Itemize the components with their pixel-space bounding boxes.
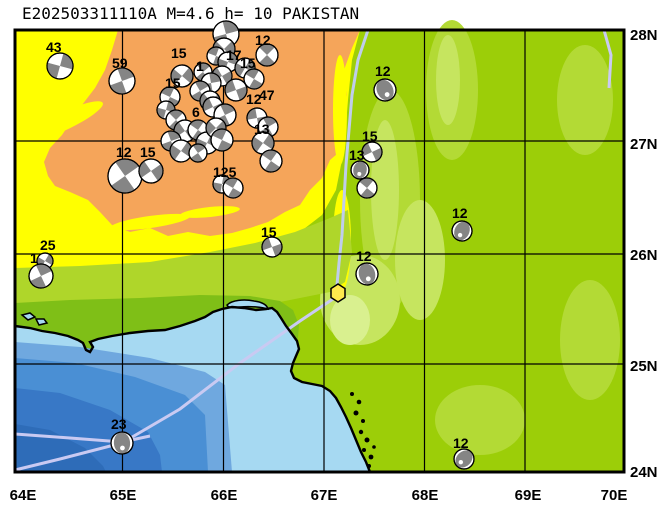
focal-mechanism-icon [255, 43, 279, 67]
longitude-tick-label: 67E [311, 487, 338, 504]
depth-label: 15 [165, 75, 181, 91]
focal-mechanism-icon [108, 67, 136, 95]
coastline [14, 305, 372, 473]
depth-label: 6 [192, 104, 200, 120]
focal-mechanism-icon [28, 263, 54, 289]
depth-label: 12 [116, 144, 132, 160]
focal-mechanism-icon [169, 139, 193, 163]
latitude-tick-label: 27N [630, 136, 658, 153]
longitude-tick-label: 68E [412, 487, 439, 504]
depth-label: 47 [259, 87, 275, 103]
longitude-tick-label: 70E [601, 487, 628, 504]
island [20, 312, 37, 321]
delta-islets [350, 392, 376, 468]
river-line [335, 29, 370, 293]
terrain-patch [560, 280, 620, 400]
axis-ticks-layer: 64E 65E 66E 67E 68E 69E 70E 28N 27N 26N 25N 24N [10, 27, 658, 504]
focal-mechanism-icon [373, 78, 397, 102]
depth-label: 15 [171, 45, 187, 61]
focal-mechanism-icon [451, 220, 473, 242]
latitude-tick-label: 28N [630, 27, 658, 44]
depth-label: 12 [255, 32, 271, 48]
focal-mechanism-icon [210, 128, 234, 152]
latitude-tick-label: 25N [630, 358, 658, 375]
terrain-patch [435, 385, 525, 455]
focal-mechanism-icon [224, 78, 248, 102]
focal-mechanism-icon [243, 68, 265, 90]
focal-mechanism-icon [222, 177, 244, 199]
focal-mechanism-icon [251, 131, 275, 155]
ocean-track-line [14, 432, 151, 444]
map-border [13, 28, 626, 474]
focal-mechanism-icon [259, 149, 283, 173]
longitude-tick-label: 65E [110, 487, 137, 504]
epicenter-hexagon-icon [330, 283, 346, 303]
depth-label: 12 [453, 435, 469, 451]
depth-label: 59 [112, 55, 128, 71]
focal-mechanism-icon [361, 141, 383, 163]
depth-label: 15 [261, 224, 277, 240]
longitude-tick-label: 69E [515, 487, 542, 504]
focal-mechanisms-layer [28, 20, 475, 470]
track-layer [14, 29, 613, 472]
depth-label: 15 [362, 128, 378, 144]
depth-label: 13 [349, 147, 365, 163]
focal-mechanism-icon [261, 236, 283, 258]
depth-label: 13 [254, 121, 270, 137]
focal-mechanism-icon [188, 143, 208, 163]
depth-label: 15 [240, 55, 256, 71]
focal-mechanism-icon [453, 448, 475, 470]
yellow-streak [333, 55, 347, 165]
focal-mechanism-icon [107, 158, 143, 194]
depth-label: 43 [46, 39, 62, 55]
longitude-tick-label: 64E [10, 487, 37, 504]
terrain-patch [436, 35, 460, 125]
depth-label: 12 [452, 205, 468, 221]
depth-label: 125 [213, 164, 237, 180]
yellow-streak [180, 206, 240, 218]
depth-label: 12 [356, 248, 372, 264]
yellow-streak [21, 101, 103, 143]
coastline-layer [14, 305, 376, 473]
focal-mechanism-icon [170, 64, 194, 88]
depth-label: 1 [30, 250, 38, 266]
latitude-tick-label: 24N [630, 464, 658, 481]
focal-mechanism-icon [350, 160, 370, 180]
ocean-layer [15, 299, 370, 472]
island [34, 318, 49, 326]
map-title: E202503311110A M=4.6 h= 10 PAKISTAN [22, 4, 359, 23]
graticule [15, 30, 624, 472]
track-stub [602, 29, 613, 89]
depth-label: 23 [111, 416, 127, 432]
ocean-track-line [14, 295, 337, 472]
focal-mechanism-icon [356, 177, 378, 199]
depth-label: 12 [246, 91, 262, 107]
depth-label: 1 [196, 58, 204, 74]
depth-label: 17 [226, 47, 242, 63]
focal-mechanism-icon [138, 158, 164, 184]
focal-mechanism-icon [46, 52, 74, 80]
terrain-patch [330, 295, 370, 345]
focal-mechanism-icon [355, 262, 379, 286]
terrain-patch [395, 200, 445, 320]
longitude-tick-label: 66E [211, 487, 238, 504]
focal-mechanism-icon [110, 431, 134, 455]
depth-label: 25 [40, 237, 56, 253]
depth-label: 12 [375, 63, 391, 79]
latitude-tick-label: 26N [630, 247, 658, 264]
terrain-patch [557, 45, 613, 155]
yellow-streak [110, 213, 190, 231]
depth-label: 15 [140, 144, 156, 160]
